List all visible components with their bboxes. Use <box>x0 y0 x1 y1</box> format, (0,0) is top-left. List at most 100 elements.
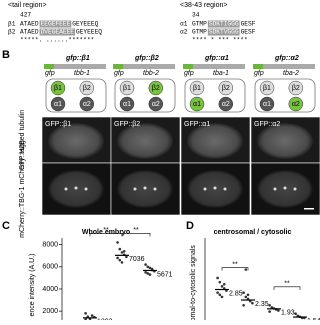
subunit-label: β2 <box>152 85 160 92</box>
image-label: GFP::α1 <box>184 121 210 128</box>
subunit <box>218 80 234 96</box>
subunit-label: β2 <box>83 85 91 92</box>
subunit <box>288 96 304 112</box>
subunit-label: β2 <box>292 85 300 92</box>
bracket <box>273 286 301 290</box>
gfp-label: gfp <box>45 70 55 77</box>
heading: <tail region> <box>8 2 47 9</box>
heading: <38-43 region> <box>180 2 227 9</box>
point <box>118 247 122 251</box>
seq-box-text: SDKTVGGG <box>209 29 239 36</box>
point <box>251 301 254 305</box>
subunit <box>119 80 135 96</box>
median-label: 1.93 <box>281 310 295 317</box>
point <box>294 312 297 315</box>
point <box>246 293 250 297</box>
gfp-box <box>253 64 263 69</box>
point <box>218 280 222 284</box>
significance: ** <box>232 261 238 268</box>
gene-label: tbb-1 <box>74 70 90 77</box>
point <box>148 273 152 276</box>
spot <box>273 187 277 191</box>
point <box>144 263 147 266</box>
embryo <box>117 123 173 159</box>
point <box>222 282 226 286</box>
spot <box>293 187 297 191</box>
spot <box>84 187 88 191</box>
y-tick-label: 6000 <box>42 264 58 271</box>
seq-post: GEYEEEQ <box>76 29 102 36</box>
median-label: 2.35 <box>255 301 269 308</box>
subunit-label: α2 <box>83 101 91 108</box>
seq-name: α1 <box>180 21 188 28</box>
image-label: GFP::β1 <box>45 121 71 128</box>
subunit <box>259 80 275 96</box>
subunit-label: α2 <box>222 101 230 108</box>
seq-box <box>207 28 240 36</box>
gfp-box <box>113 64 123 69</box>
subunit-label: α2 <box>152 101 160 108</box>
subunit-label: β2 <box>222 85 230 92</box>
construct-name: gfp::α1 <box>204 55 229 62</box>
seq-pre: GTMP <box>192 29 207 36</box>
construct-name: gfp::β1 <box>65 55 90 62</box>
construct-name: gfp::α2 <box>274 55 299 62</box>
residue-number: 34 <box>192 12 200 19</box>
subunit <box>50 96 66 112</box>
panel-label: B <box>2 49 10 61</box>
seq-name: β2 <box>8 29 16 36</box>
point <box>116 241 119 244</box>
point <box>146 265 150 269</box>
point <box>116 256 119 260</box>
gfp-box <box>183 64 193 69</box>
spot <box>203 187 207 191</box>
subunit-label: α1 <box>263 101 271 108</box>
gene-box <box>193 64 245 69</box>
spot <box>213 186 217 190</box>
point <box>277 309 280 312</box>
image-label: GFP::α2 <box>254 121 280 128</box>
spot <box>74 186 78 190</box>
point <box>242 291 245 294</box>
gfp-label: gfp <box>114 70 124 77</box>
bracket <box>221 267 249 271</box>
subunit <box>148 80 164 96</box>
conservation: *****. ......******* <box>20 37 94 44</box>
subunit-label: α1 <box>193 101 201 108</box>
point <box>216 276 219 280</box>
seq-post: GEYEEEQ <box>72 21 98 28</box>
subunit <box>79 80 95 96</box>
panel-label: C <box>2 220 10 232</box>
bracket <box>121 233 151 237</box>
seq-box-text: SDKTIGGG <box>209 21 239 28</box>
seq-name: β1 <box>8 21 16 28</box>
point <box>268 310 271 313</box>
point <box>150 267 154 271</box>
significance: ** <box>133 227 139 234</box>
y-axis-label: somal-to-cytosolic signals <box>190 245 197 320</box>
gene-box <box>123 64 175 69</box>
seq-pre: ATAED <box>20 21 39 28</box>
seq-pre: ATAED <box>20 29 39 36</box>
seq-name: α2 <box>180 29 188 36</box>
point <box>244 268 248 271</box>
subunit-label: α2 <box>292 101 300 108</box>
seq-post: GESF <box>241 21 256 28</box>
gene-label: tba-2 <box>283 70 299 77</box>
point <box>296 314 300 318</box>
y-tick-label: 4000 <box>42 286 58 293</box>
point <box>242 303 245 307</box>
scale-bar <box>304 208 314 210</box>
spot <box>64 187 68 191</box>
seq-box-text: DVEGEAEEE <box>41 29 75 36</box>
gene-box <box>263 64 315 69</box>
median-label: 7036 <box>129 256 145 263</box>
subunit-label: β1 <box>123 85 131 92</box>
point <box>244 295 248 299</box>
spot <box>283 186 287 190</box>
y-tick-label: 2000 <box>42 308 58 315</box>
subunit <box>218 96 234 112</box>
point <box>148 266 152 270</box>
subunit <box>259 96 275 112</box>
